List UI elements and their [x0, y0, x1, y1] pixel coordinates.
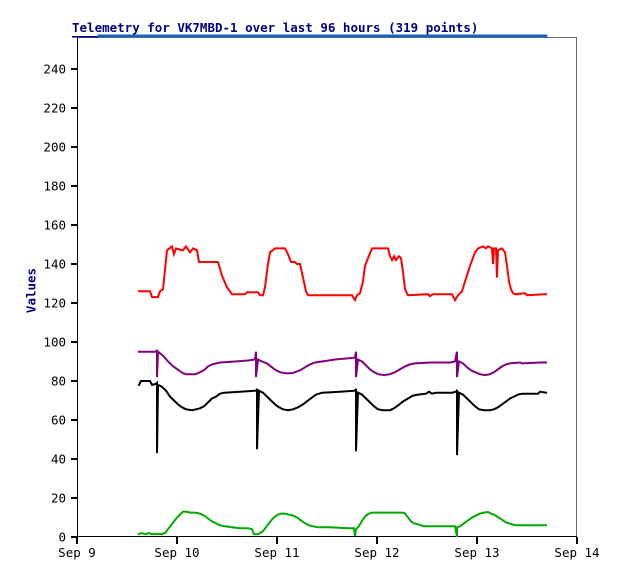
chart-title: Telemetry for VK7MBD-1 over last 96 hour…: [72, 20, 479, 35]
x-tick-label: Sep 13: [454, 545, 499, 560]
x-tick-label: Sep 10: [154, 545, 199, 560]
y-tick-label: 0: [58, 530, 66, 545]
x-tick-label: Sep 12: [354, 545, 399, 560]
x-tick-label: Sep 11: [254, 545, 299, 560]
series-channel-red: [138, 244, 548, 303]
y-tick-label: 60: [51, 412, 66, 427]
series-channel-green: [137, 510, 547, 538]
y-tick-label: 80: [51, 373, 66, 388]
y-tick-label: 40: [51, 451, 66, 466]
y-tick-label: 100: [43, 334, 66, 349]
series-channel-purple: [138, 349, 547, 378]
x-tick-label: Sep 9: [58, 545, 96, 560]
y-tick-label: 120: [43, 295, 66, 310]
y-tick-label: 20: [51, 490, 66, 505]
series-channel-black: [137, 380, 548, 456]
y-tick-label: 240: [43, 61, 66, 76]
y-tick-label: 180: [43, 178, 66, 193]
x-tick-label: Sep 14: [554, 545, 599, 560]
y-tick-label: 160: [43, 217, 66, 232]
y-tick-label: 200: [43, 139, 66, 154]
y-tick-label: 220: [43, 100, 66, 115]
y-tick-label: 140: [43, 256, 66, 271]
